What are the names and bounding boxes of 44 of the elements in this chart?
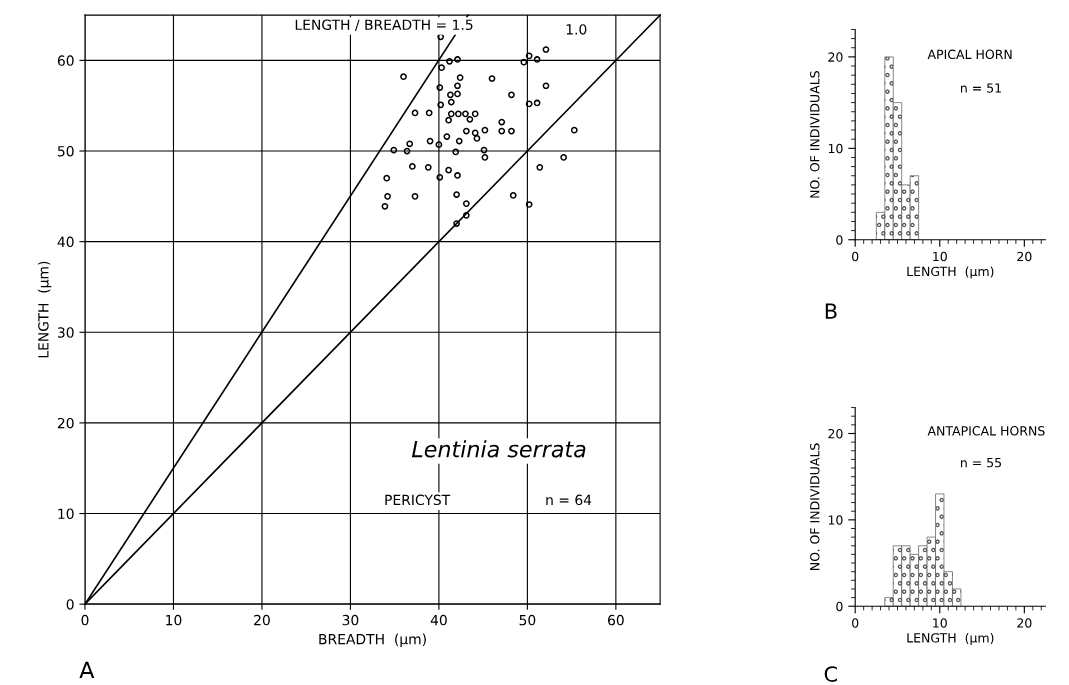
x-tick-label: 0 — [852, 251, 859, 262]
x-axis-title: LENGTH (µm) — [907, 266, 994, 279]
annotation: LENGTH / BREADTH = 1.5 — [295, 19, 473, 32]
annotation: n = 51 — [960, 83, 1001, 93]
x-tick-label: 0 — [852, 618, 859, 628]
text: ANTAPICAL HORNS — [927, 426, 1045, 436]
x-tick-label: 10 — [933, 618, 947, 628]
y-tick-label: 0 — [66, 599, 74, 610]
x-tick-label: 0 — [81, 614, 89, 626]
x-tick-label: 60 — [608, 614, 624, 626]
annotation: Lentinia serrata — [411, 440, 586, 458]
annotation: 1.0 — [566, 24, 587, 35]
annotation: PERICYST — [385, 494, 451, 506]
y-tick-label: 20 — [828, 428, 843, 439]
x-tick-label: 40 — [430, 614, 447, 626]
y-axis-title: LENGTH (µm) — [37, 261, 52, 358]
annotation: n = 64 — [546, 494, 592, 506]
text: C — [824, 666, 837, 682]
x-tick-label: 20 — [1017, 618, 1032, 628]
y-tick-label: 60 — [57, 55, 74, 66]
annotation: n = 55 — [960, 458, 1002, 468]
text: APICAL HORN — [927, 49, 1012, 60]
y-tick-label: 40 — [57, 236, 74, 248]
y-tick-label: 0 — [836, 601, 843, 612]
y-tick-label: 50 — [57, 145, 74, 157]
y-tick-label: 20 — [828, 52, 843, 62]
y-tick-label: 0 — [836, 235, 843, 245]
y-tick-label: 10 — [828, 143, 843, 154]
y-tick-label: 10 — [58, 508, 74, 520]
x-tick-label: 10 — [933, 251, 947, 262]
x-tick-label: 30 — [342, 614, 359, 626]
x-tick-label: 20 — [1017, 251, 1032, 262]
y-tick-label: 30 — [57, 327, 74, 338]
text: B — [825, 303, 837, 319]
x-axis-title: BREADTH (µm) — [319, 633, 426, 648]
x-tick-label: 50 — [519, 614, 536, 626]
y-tick-label: 20 — [57, 417, 74, 429]
y-tick-label: 10 — [828, 515, 843, 525]
x-axis-title: LENGTH (µm) — [907, 632, 994, 645]
x-tick-label: 20 — [254, 614, 270, 626]
y-axis-title: NO. OF INDIVIDUALS — [810, 71, 820, 198]
y-axis-title: NO. OF INDIVIDUALS — [810, 443, 820, 570]
text: A — [79, 661, 95, 679]
x-tick-label: 10 — [166, 614, 182, 626]
